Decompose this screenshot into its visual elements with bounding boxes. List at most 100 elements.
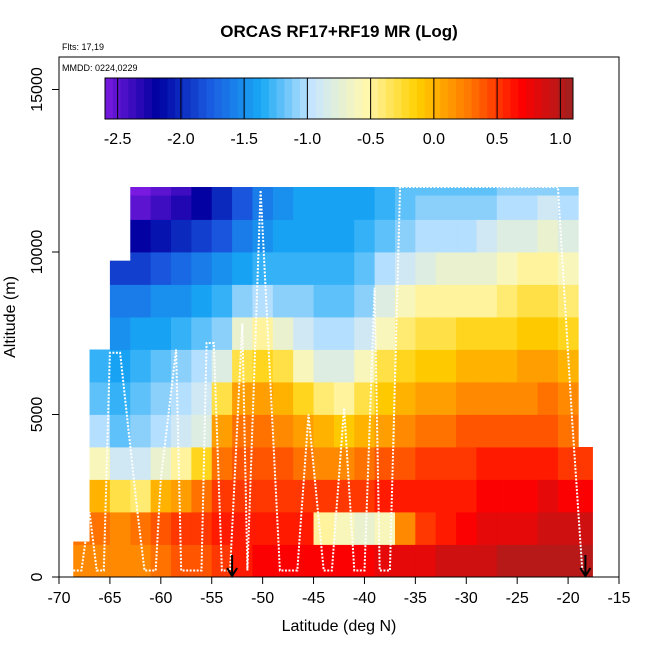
x-tick-label: -20	[557, 590, 580, 607]
heatmap-cell	[313, 284, 335, 318]
colorbar-segment	[307, 78, 317, 119]
heatmap-cell	[171, 447, 192, 480]
heatmap-cell	[557, 544, 579, 578]
heatmap-cell	[272, 317, 294, 350]
heatmap-cell	[293, 544, 314, 578]
heatmap-cell	[130, 447, 152, 480]
heatmap-cell	[415, 195, 437, 220]
sonde-arrowhead	[579, 567, 592, 578]
heatmap-cell	[374, 195, 396, 220]
heatmap-cell	[333, 317, 355, 350]
heatmap-cell	[578, 447, 593, 480]
heatmap-cell	[374, 349, 396, 383]
heatmap-cell	[476, 447, 498, 480]
heatmap-cell	[517, 195, 538, 220]
colorbar-segment	[105, 78, 114, 119]
heatmap-cell	[415, 349, 437, 383]
heatmap-cell	[293, 382, 314, 415]
heatmap-cell	[130, 479, 152, 513]
heatmap-cell	[395, 382, 416, 415]
heatmap-cell	[171, 317, 192, 350]
heatmap-cell	[252, 219, 274, 253]
heatmap-cell	[537, 187, 559, 196]
colorbar-segment	[300, 78, 309, 119]
heatmap-cell	[517, 252, 538, 285]
heatmap-cell	[293, 512, 314, 545]
heatmap-cell	[537, 284, 559, 318]
heatmap-cell	[211, 252, 233, 285]
colorbar-tick-label: 1.0	[549, 131, 571, 148]
chart-title: ORCAS RF17+RF19 MR (Log)	[220, 22, 458, 41]
heatmap-cell	[415, 219, 437, 253]
heatmap-cell	[171, 479, 192, 513]
heatmap-cell	[435, 284, 457, 318]
heatmap-cell	[150, 317, 172, 350]
heatmap-cell	[456, 414, 477, 448]
heatmap-cell	[272, 219, 294, 253]
heatmap-cell	[557, 219, 579, 253]
heatmap-cell	[517, 544, 538, 578]
colorbar-segment	[190, 78, 200, 119]
heatmap-cell	[496, 187, 518, 196]
heatmap-cell	[150, 187, 172, 196]
heatmap-cell	[89, 447, 111, 480]
heatmap-cell	[395, 252, 416, 285]
heatmap-cell	[435, 447, 457, 480]
heatmap-cell	[415, 414, 437, 448]
heatmap-cell	[232, 219, 253, 253]
heatmap-cell	[313, 317, 335, 350]
heatmap-cell	[435, 195, 457, 220]
colorbar-segment	[417, 78, 426, 119]
colorbar-segment	[315, 78, 324, 119]
heatmap-cell	[272, 512, 294, 545]
y-tick-label: 0	[29, 572, 46, 581]
heatmap-cell	[456, 219, 477, 253]
heatmap-cell	[293, 349, 314, 383]
heatmap-cell	[374, 219, 396, 253]
x-tick-label: -30	[455, 590, 478, 607]
heatmap-cell	[313, 544, 335, 578]
heatmap-cell	[272, 414, 294, 448]
colorbar-segment	[136, 78, 145, 119]
colorbar-segment	[292, 78, 301, 119]
heatmap-cell	[517, 219, 538, 253]
heatmap-cell	[476, 219, 498, 253]
heatmap-cell	[252, 349, 274, 383]
heatmap-cell	[293, 479, 314, 513]
heatmap-cell	[557, 349, 579, 383]
heatmap-cell	[537, 195, 559, 220]
heatmap-cell	[109, 544, 131, 578]
x-tick-label: -55	[200, 590, 223, 607]
heatmap-cell	[496, 252, 518, 285]
heatmap-cell	[171, 544, 192, 578]
heatmap-cell	[517, 479, 538, 513]
heatmap-cell	[456, 317, 477, 350]
heatmap-cell	[435, 349, 457, 383]
heatmap-cell	[557, 382, 579, 415]
heatmap-cell	[395, 512, 416, 545]
heatmap-cell	[211, 284, 233, 318]
heatmap-cell	[415, 284, 437, 318]
heatmap-cell	[252, 512, 274, 545]
heatmap-cell	[395, 479, 416, 513]
heatmap-cell	[211, 479, 233, 513]
colorbar-segment	[502, 78, 512, 119]
colorbar-segment	[370, 78, 379, 119]
heatmap-cell	[435, 382, 457, 415]
colorbar-segment	[518, 78, 527, 119]
heatmap-cell	[272, 479, 294, 513]
heatmap-cell	[293, 195, 314, 220]
heatmap-cell	[415, 382, 437, 415]
heatmap-cell	[171, 219, 192, 253]
heatmap-cell	[150, 479, 172, 513]
heatmap-cell	[476, 195, 498, 220]
heatmap-cell	[211, 195, 233, 220]
heatmap-cell	[476, 349, 498, 383]
heatmap-cell	[313, 512, 335, 545]
sonde-arrowhead	[226, 567, 238, 578]
heatmap-cell	[171, 512, 192, 545]
colorbar-tick-label: -2.5	[104, 131, 132, 148]
date-note: MMDD: 0224,0229	[62, 63, 138, 73]
heatmap-cell	[252, 544, 274, 578]
